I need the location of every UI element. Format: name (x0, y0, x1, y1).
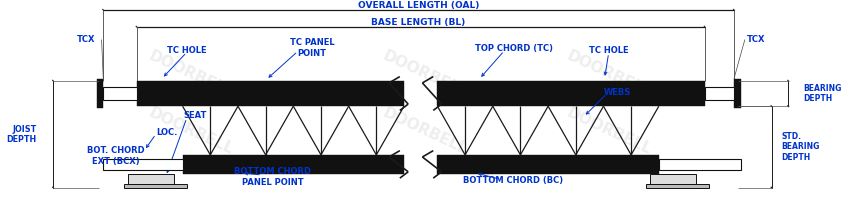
Text: TC HOLE: TC HOLE (589, 46, 628, 55)
Text: WEBS: WEBS (604, 88, 631, 97)
Text: BEARING
DEPTH: BEARING DEPTH (803, 84, 842, 103)
Bar (128, 174, 174, 184)
Bar (183, 155, 404, 174)
Bar (103, 86, 137, 100)
Text: DOORBELL: DOORBELL (564, 48, 654, 101)
Text: DOORBELL: DOORBELL (380, 48, 469, 101)
Bar (705, 86, 734, 100)
Text: OVERALL LENGTH (OAL): OVERALL LENGTH (OAL) (358, 1, 479, 10)
Bar (103, 159, 183, 170)
Text: JOIST
DEPTH: JOIST DEPTH (6, 124, 37, 144)
Text: DOORBELL: DOORBELL (564, 105, 654, 158)
Bar (124, 184, 187, 188)
Bar (438, 81, 705, 106)
Text: BOT. CHORD
EXT (BCX): BOT. CHORD EXT (BCX) (87, 146, 144, 166)
Bar (650, 174, 696, 184)
Text: DOORBELL: DOORBELL (146, 105, 235, 158)
Text: STD.
BEARING
DEPTH: STD. BEARING DEPTH (782, 132, 820, 162)
Bar (97, 79, 103, 108)
Text: BOTTOM CHORD
PANEL POINT: BOTTOM CHORD PANEL POINT (235, 167, 311, 187)
Bar (646, 184, 709, 188)
Bar (137, 81, 404, 106)
Text: TC PANEL
POINT: TC PANEL POINT (290, 38, 334, 58)
Text: DOORBELL: DOORBELL (380, 105, 469, 158)
Text: BASE LENGTH (BL): BASE LENGTH (BL) (371, 18, 465, 27)
Bar (734, 79, 740, 108)
Text: TOP CHORD (TC): TOP CHORD (TC) (475, 43, 553, 53)
Text: DOORBELL: DOORBELL (146, 48, 235, 101)
Text: TCX: TCX (746, 35, 765, 44)
Text: BOTTOM CHORD (BC): BOTTOM CHORD (BC) (462, 176, 563, 185)
Bar (659, 159, 740, 170)
Bar (438, 155, 659, 174)
Text: SEAT: SEAT (184, 111, 207, 120)
Text: TCX: TCX (76, 35, 95, 44)
Text: TC HOLE: TC HOLE (167, 46, 207, 55)
Text: LOC.: LOC. (156, 128, 178, 137)
